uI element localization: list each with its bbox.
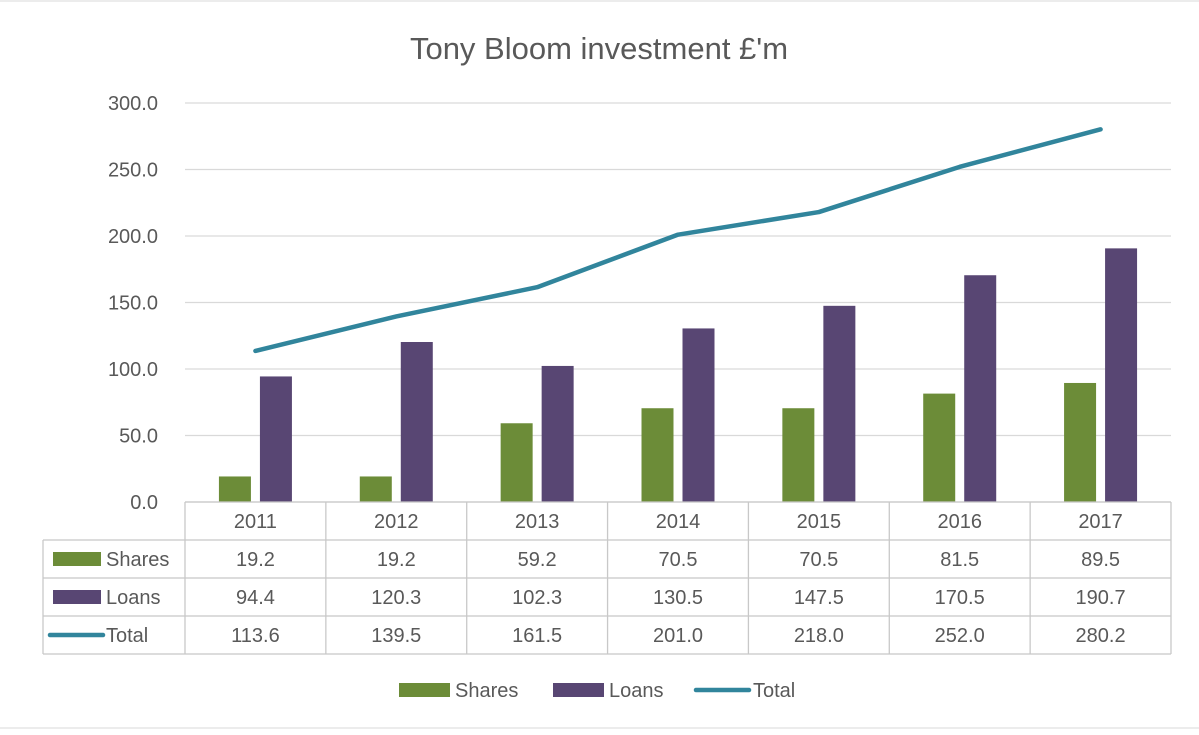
table-cell: 252.0 — [935, 625, 985, 647]
legend-label: Loans — [609, 680, 664, 702]
table-header-cell: 2012 — [374, 511, 419, 533]
table-row-label: Total — [106, 625, 148, 647]
y-tick-label: 300.0 — [108, 93, 158, 115]
table-cell: 19.2 — [236, 549, 275, 571]
table-header-cell: 2017 — [1078, 511, 1123, 533]
bar-loans — [682, 328, 715, 502]
legend: Shares Loans Total — [399, 680, 795, 702]
table-cell: 70.5 — [799, 549, 838, 571]
table-cell: 147.5 — [794, 587, 844, 609]
table-cell: 59.2 — [518, 549, 557, 571]
legend-key-shares — [399, 683, 450, 697]
bar-shares — [359, 476, 392, 502]
bar-shares — [218, 476, 251, 502]
bar-series — [218, 248, 1138, 502]
y-tick-label: 150.0 — [108, 293, 158, 315]
table-cell: 70.5 — [659, 549, 698, 571]
bar-loans — [964, 275, 997, 502]
bar-loans — [400, 342, 433, 502]
y-tick-label: 100.0 — [108, 359, 158, 381]
table-cell: 102.3 — [512, 587, 562, 609]
table-cell: 130.5 — [653, 587, 703, 609]
chart-title: Tony Bloom investment £'m — [410, 31, 788, 66]
bar-shares — [782, 408, 815, 502]
table-cell: 113.6 — [231, 625, 280, 647]
table-cell: 139.5 — [371, 625, 421, 647]
bar-shares — [1064, 382, 1097, 502]
table-cell: 201.0 — [653, 625, 703, 647]
table-cell: 170.5 — [935, 587, 985, 609]
table-header-cell: 2016 — [937, 511, 982, 533]
bar-loans — [1105, 248, 1138, 502]
bar-loans — [823, 305, 856, 502]
table-row-label: Shares — [106, 549, 169, 571]
legend-label: Total — [753, 680, 795, 702]
table-header-cell: 2011 — [234, 511, 277, 533]
bar-shares — [641, 408, 674, 502]
table-cell: 120.3 — [371, 587, 421, 609]
legend-label: Shares — [455, 680, 518, 702]
bar-loans — [259, 376, 292, 502]
legend-key-loans — [553, 683, 604, 697]
table-cell: 89.5 — [1081, 549, 1120, 571]
table-cell: 94.4 — [236, 587, 275, 609]
table-header-cell: 2015 — [797, 511, 842, 533]
y-tick-label: 200.0 — [108, 226, 158, 248]
table-cell: 81.5 — [940, 549, 979, 571]
table-key-loans — [53, 590, 101, 604]
y-tick-label: 50.0 — [119, 426, 158, 448]
line-total — [253, 127, 1103, 354]
table-header-cell: 2014 — [656, 511, 701, 533]
y-tick-label: 0.0 — [130, 492, 158, 514]
bar-shares — [923, 393, 956, 502]
table-cell: 161.5 — [512, 625, 562, 647]
table-cell: 190.7 — [1076, 587, 1126, 609]
bar-loans — [541, 365, 574, 502]
data-table: 2011 2012 2013 2014 2015 2016 2017 Shares 19.2 19… — [42, 501, 1172, 655]
table-header-cell: 2013 — [515, 511, 560, 533]
y-axis-ticks: 0.0 50.0 100.0 150.0 200.0 250.0 300.0 — [108, 93, 158, 514]
table-key-shares — [53, 552, 101, 566]
table-row-label: Loans — [106, 587, 161, 609]
table-cell: 19.2 — [377, 549, 416, 571]
gridlines — [185, 102, 1171, 503]
bar-shares — [500, 423, 533, 502]
line-series — [253, 127, 1103, 354]
table-cell: 280.2 — [1076, 625, 1126, 647]
table-cell: 218.0 — [794, 625, 844, 647]
y-tick-label: 250.0 — [108, 160, 158, 182]
